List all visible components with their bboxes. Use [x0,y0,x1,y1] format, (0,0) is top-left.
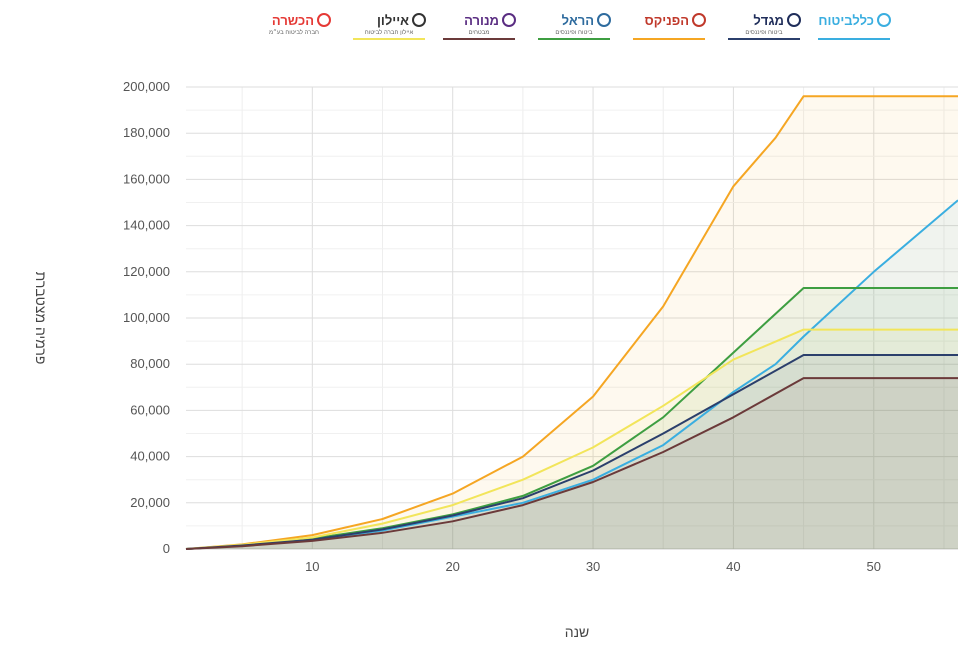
series-area [186,378,958,549]
legend-sublabel: ביטוח ופיננסים [555,30,593,36]
x-axis-title: שנה [565,624,590,640]
y-tick-label: 200,000 [123,79,170,94]
y-axis-title: פרמיה מצטברת [33,272,49,365]
x-tick-label: 40 [726,559,740,574]
series-line [185,377,958,550]
legend-label: מנורה [464,13,499,28]
y-tick-label: 100,000 [123,310,170,325]
legend-item[interactable]: מנורה מבטחים [443,13,516,40]
legend-label: מגדל [753,13,784,28]
series-area [186,288,958,549]
series-line [185,95,958,550]
legend-item[interactable]: מגדל ביטוח ופיננסים [728,13,801,40]
y-tick-label: 160,000 [123,171,170,186]
hachshara-logo-icon [317,13,331,27]
tick-labels: 0 20,000 40,000 60,000 80,000 100,000 120,000 1… [123,79,881,574]
legend-label: איילון [377,13,409,28]
y-tick-label: 140,000 [123,218,170,233]
harel-logo-icon [597,13,611,27]
y-tick-label: 20,000 [130,495,170,510]
series-lines [185,95,958,550]
y-tick-label: 0 [163,541,170,556]
y-tick-label: 60,000 [130,402,170,417]
y-tick-label: 180,000 [123,125,170,140]
series-area [186,200,958,549]
phoenix-logo-icon [692,13,706,27]
legend-sublabel: מבטחים [468,30,489,36]
legend-item[interactable]: כללביטוח [818,13,891,40]
x-tick-label: 50 [867,559,881,574]
menora-logo-icon [502,13,516,27]
series-line [185,328,958,550]
y-tick-label: 80,000 [130,356,170,371]
legend-sublabel: איילון חברה לביטוח [365,28,414,36]
legend-label: הפניקס [645,13,689,28]
series-area [186,96,958,549]
legend-label: הכשרה [272,13,314,28]
y-tick-label: 40,000 [130,449,170,464]
migdal-logo-icon [787,13,801,27]
series-areas [186,96,958,549]
y-tick-label: 120,000 [123,264,170,279]
x-tick-label: 20 [445,559,459,574]
x-tick-label: 10 [305,559,319,574]
ayalon-logo-icon [412,13,426,27]
legend-label: הראל [562,13,594,28]
legend-sublabel: ביטוח ופיננסים [745,30,783,36]
clal-logo-icon [877,13,891,27]
series-area [186,329,958,549]
legend-label: כללביטוח [818,13,874,28]
series-area [186,355,958,549]
legend-item[interactable]: הפניקס [633,13,706,40]
grid [186,86,958,550]
x-tick-label: 30 [586,559,600,574]
legend-item[interactable]: הראל ביטוח ופיננסים [538,13,611,40]
legend-sublabel: חברה לביטוח בע״מ [269,28,319,36]
